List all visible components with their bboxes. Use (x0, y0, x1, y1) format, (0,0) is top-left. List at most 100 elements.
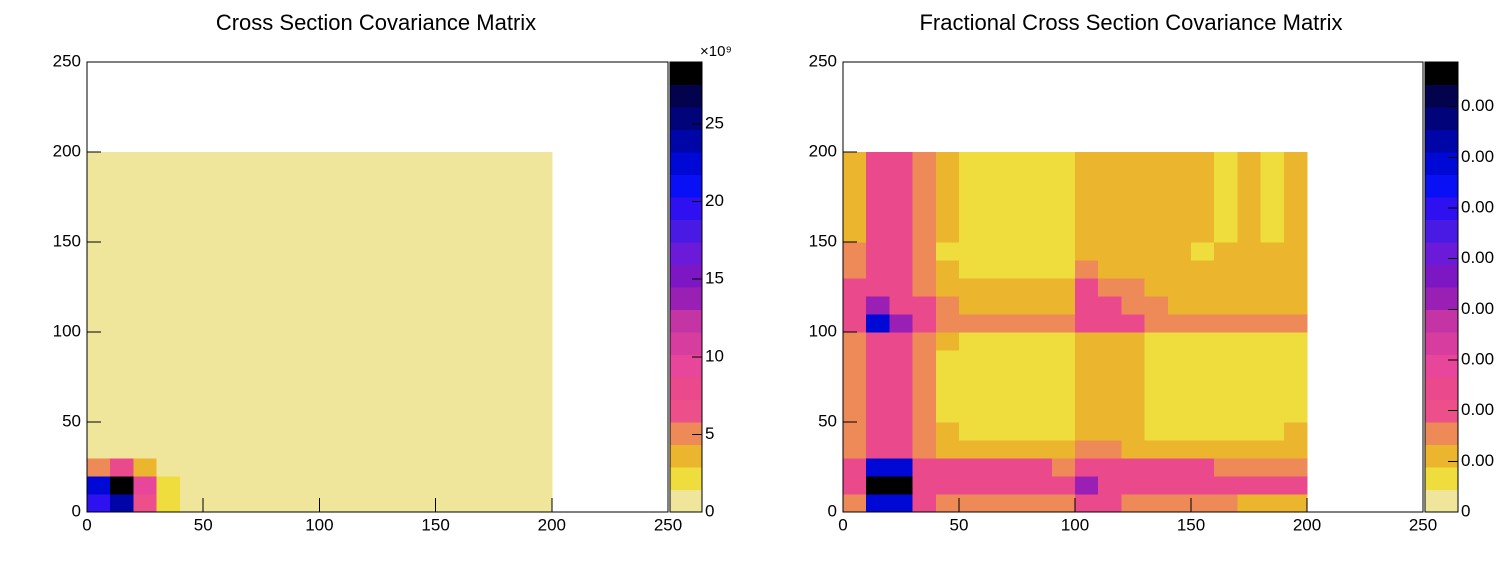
heatmap-cell (296, 440, 320, 459)
heatmap-cell (296, 296, 320, 315)
heatmap-cell (87, 440, 111, 459)
heatmap-cell (412, 314, 437, 333)
heatmap-cell (412, 260, 437, 279)
heatmap-cell (1214, 260, 1238, 279)
heatmap-cell (866, 278, 890, 297)
heatmap-cell (412, 458, 437, 477)
heatmap-cell (389, 404, 413, 423)
heatmap-cell (1283, 350, 1308, 369)
heatmap-cell (482, 278, 506, 297)
heatmap-cell (133, 278, 158, 297)
heatmap-cell (156, 242, 181, 261)
heatmap-cell (1075, 260, 1099, 279)
heatmap-cell (1214, 494, 1238, 513)
heatmap-cell (912, 458, 937, 477)
heatmap-cell (1144, 494, 1169, 513)
heatmap-cell (342, 386, 367, 405)
heatmap-cell (458, 332, 483, 351)
heatmap-cell (1237, 458, 1262, 477)
heatmap-cell (1028, 368, 1053, 387)
heatmap-cell (110, 404, 134, 423)
heatmap-cell (1191, 332, 1215, 351)
heatmap-cell (959, 332, 983, 351)
heatmap-cell (412, 188, 437, 207)
heatmap-cell (179, 278, 204, 297)
heatmap-cell (365, 422, 390, 441)
heatmap-cell (1098, 224, 1122, 243)
heatmap-cell (505, 224, 530, 243)
heatmap-cell (505, 188, 530, 207)
heatmap-cell (1144, 206, 1169, 225)
heatmap-cell (1144, 260, 1169, 279)
heatmap-cell (482, 422, 506, 441)
heatmap-cell (528, 206, 553, 225)
heatmap-cell (1098, 494, 1122, 513)
heatmap-cell (505, 206, 530, 225)
heatmap-cell (203, 260, 227, 279)
heatmap-cell (1260, 476, 1285, 495)
x-tick-label: 0 (838, 515, 847, 534)
heatmap-cell (319, 278, 344, 297)
heatmap-cell (1028, 152, 1053, 171)
heatmap-cell (1214, 296, 1238, 315)
heatmap-cell (959, 350, 983, 369)
colorbar-band (670, 399, 702, 423)
heatmap-cell (365, 152, 390, 171)
heatmap-cell (982, 296, 1006, 315)
heatmap-cell (1144, 350, 1169, 369)
heatmap-cell (889, 278, 914, 297)
heatmap-cell (110, 476, 134, 495)
heatmap-cell (959, 278, 983, 297)
heatmap-cell (389, 494, 413, 513)
heatmap-cell (1214, 314, 1238, 333)
heatmap-cell (1005, 458, 1030, 477)
heatmap-cell (319, 314, 344, 333)
heatmap-cell (1144, 188, 1169, 207)
heatmap-cell (1005, 404, 1030, 423)
heatmap-cell (1237, 332, 1262, 351)
heatmap-cell (435, 368, 460, 387)
heatmap-cell (1237, 260, 1262, 279)
heatmap-cell (319, 332, 344, 351)
heatmap-cell (110, 188, 134, 207)
heatmap-cell (1167, 314, 1192, 333)
heatmap-cell (389, 152, 413, 171)
heatmap-cell (389, 476, 413, 495)
heatmap-cell (319, 494, 344, 513)
heatmap-cell (482, 404, 506, 423)
heatmap-cell (1075, 224, 1099, 243)
heatmap-cell (87, 296, 111, 315)
heatmap-cell (1191, 314, 1215, 333)
heatmap-cell (365, 260, 390, 279)
heatmap-cell (843, 404, 867, 423)
colorbar-tick-label: 20 (705, 191, 724, 210)
heatmap-cell (843, 170, 867, 189)
heatmap-cell (87, 422, 111, 441)
heatmap-cell (1075, 458, 1099, 477)
heatmap-cell (87, 278, 111, 297)
colorbar-band (1425, 129, 1458, 153)
heatmap-cell (156, 332, 181, 351)
heatmap-cell (412, 224, 437, 243)
heatmap-cell (866, 260, 890, 279)
heatmap-cell (272, 260, 297, 279)
y-tick-label: 150 (809, 231, 837, 250)
heatmap-cell (505, 314, 530, 333)
heatmap-cell (226, 152, 251, 171)
heatmap-cell (912, 476, 937, 495)
heatmap-cell (110, 494, 134, 513)
heatmap-cell (959, 422, 983, 441)
heatmap-cell (1098, 476, 1122, 495)
heatmap-cell (959, 206, 983, 225)
heatmap-cell (1191, 494, 1215, 513)
heatmap-cell (365, 170, 390, 189)
heatmap-cell (1191, 404, 1215, 423)
heatmap-cell (912, 314, 937, 333)
heatmap-cell (843, 206, 867, 225)
heatmap-cell (319, 242, 344, 261)
heatmap-cell (203, 458, 227, 477)
heatmap-cell (959, 152, 983, 171)
heatmap-cell (528, 404, 553, 423)
heatmap-cell (272, 314, 297, 333)
heatmap-cell (1121, 224, 1146, 243)
